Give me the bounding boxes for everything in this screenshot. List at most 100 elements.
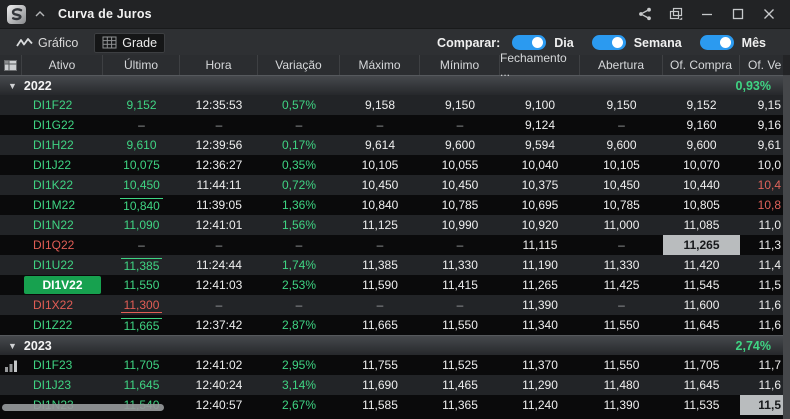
col-header-ultimo[interactable]: Último [103, 55, 180, 75]
cell-ativo[interactable]: DI1V22 [22, 275, 103, 295]
table-row[interactable]: DI1Z22 11,665 12:37:42 2,87% 11,665 11,550 11,… [0, 315, 783, 335]
cell-ativo[interactable]: DI1J22 [22, 155, 103, 175]
cell-hora: 11:39:05 [196, 198, 242, 212]
cell-ativo[interactable]: DI1F22 [22, 95, 103, 115]
row-indicator-cell [0, 135, 22, 155]
col-header-maximo[interactable]: Máximo [340, 55, 420, 75]
col-header-minimo[interactable]: Mínimo [420, 55, 500, 75]
toolbar: Gráfico Grade Comparar: Dia Semana Mê [0, 29, 790, 56]
row-indicator-cell [0, 355, 22, 375]
line-chart-icon [16, 37, 33, 49]
close-button[interactable] [758, 4, 780, 24]
cell-variacao: 2,67% [281, 398, 317, 412]
toggle-semana[interactable] [591, 35, 626, 50]
col-header-abertura[interactable]: Abertura [580, 55, 663, 75]
cell-ativo[interactable]: DI1Q22 [22, 235, 103, 255]
cell-of-venda: 9,15 [757, 98, 781, 112]
toggle-mes-label: Mês [741, 35, 766, 50]
cell-hora: 12:41:03 [195, 278, 243, 292]
table-row[interactable]: DI1Q22 – – – – – 11,115 – 11,265 11,3 [0, 235, 783, 255]
column-options-icon[interactable] [0, 55, 22, 75]
cell-minimo: 10,450 [441, 178, 479, 192]
col-header-of-venda[interactable]: Of. Ve [748, 58, 782, 72]
table-row[interactable]: DI1N2311,54012:40:572,67%11,58511,36511,… [0, 395, 783, 415]
cell-minimo: 11,415 [442, 278, 478, 292]
row-indicator-cell [0, 215, 22, 235]
horizontal-scrollbar[interactable] [2, 404, 164, 411]
toggle-knob [719, 37, 731, 48]
group-row-2023[interactable]: ▼ 2023 2,74% [0, 335, 783, 355]
cell-ativo[interactable]: DI1N22 [22, 215, 103, 235]
view-tabs: Gráfico Grade [0, 32, 166, 53]
toggle-knob [611, 37, 623, 48]
table-row[interactable]: DI1J22 10,075 12:36:27 0,35% 10,105 10,055 10,… [0, 155, 783, 175]
popout-icon[interactable] [665, 4, 687, 24]
cell-of-compra: 9,600 [686, 138, 717, 152]
cell-maximo: 11,755 [362, 358, 398, 372]
cell-ativo[interactable]: DI1K22 [22, 175, 103, 195]
table-row[interactable]: DI1U22 11,385 11:24:44 1,74% 11,385 11,330 11,… [0, 255, 783, 275]
cell-ativo[interactable]: DI1X22 [22, 295, 103, 315]
col-header-fechamento[interactable]: Fechamento ... [500, 51, 580, 79]
cell-ativo[interactable]: DI1Z22 [22, 315, 103, 335]
col-header-of-compra[interactable]: Of. Compra [663, 55, 740, 75]
cell-ultimo: 9,152 [126, 98, 157, 112]
table-row[interactable]: DI1X22 11,300 – – – – 11,390 – 11,600 11,6 [0, 295, 783, 315]
cell-variacao: 2,95% [281, 358, 317, 372]
table-row[interactable]: DI1F22 9,152 12:35:53 0,57% 9,158 9,150 9,100 9… [0, 95, 783, 115]
group-row-2022[interactable]: ▼ 2022 0,93% [0, 75, 783, 95]
cell-minimo: 9,600 [444, 138, 476, 152]
minimize-button[interactable] [696, 4, 718, 24]
cell-maximo: – [376, 298, 384, 312]
cell-hora: 12:41:01 [195, 218, 243, 232]
toggle-mes[interactable] [699, 35, 734, 50]
table-row[interactable]: DI1V22 11,550 12:41:03 2,53% 11,590 11,415 11,… [0, 275, 783, 295]
row-indicator-cell [0, 295, 22, 315]
cell-ativo[interactable]: DI1H22 [22, 135, 103, 155]
maximize-button[interactable] [727, 4, 749, 24]
table-body: ▼ 2022 0,93% DI1F22 9,152 12:35:53 0,57% 9,158 9… [0, 75, 783, 415]
cell-ativo[interactable]: DI1G22 [22, 115, 103, 135]
cell-maximo: 9,614 [364, 138, 396, 152]
collapse-chevron-icon[interactable] [34, 10, 46, 18]
cell-variacao: – [295, 238, 303, 252]
cell-ativo[interactable]: DI1M22 [22, 195, 103, 215]
table-row[interactable]: DI1J23 11,645 12:40:24 3,14% 11,690 11,465 11,… [0, 375, 783, 395]
tab-grafico[interactable]: Gráfico [8, 33, 86, 53]
table-row[interactable]: DI1F23 11,705 12:41:02 2,95% 11,755 11,525 11,… [0, 355, 783, 375]
tab-grade[interactable]: Grade [94, 32, 166, 53]
cell-of-compra: 11,545 [683, 278, 720, 292]
cell-minimo: 9,150 [444, 98, 476, 112]
cell-abertura: 11,550 [603, 358, 640, 372]
toggle-dia[interactable] [512, 35, 547, 50]
table-row[interactable]: DI1H22 9,610 12:39:56 0,17% 9,614 9,600 9,594 9… [0, 135, 783, 155]
cell-variacao: 0,17% [281, 138, 317, 152]
cell-variacao: 0,57% [281, 98, 317, 112]
ticker-label: DI1J22 [33, 158, 72, 172]
cell-maximo: – [376, 238, 384, 252]
row-indicator-cell [0, 175, 22, 195]
cell-of-compra: 11,645 [683, 378, 720, 392]
share-icon[interactable] [634, 4, 656, 24]
cell-ativo[interactable]: DI1F23 [22, 355, 103, 375]
col-header-variacao[interactable]: Variação [258, 55, 340, 75]
ticker-label: DI1Q22 [33, 238, 75, 252]
cell-ativo[interactable]: DI1J23 [22, 375, 103, 395]
table-row[interactable]: DI1K22 10,450 11:44:11 0,72% 10,450 10,450 10,… [0, 175, 783, 195]
cell-ativo[interactable]: DI1U22 [22, 255, 103, 275]
col-header-ativo[interactable]: Ativo [22, 55, 103, 75]
vertical-scrollbar-thumb[interactable] [783, 75, 790, 419]
cell-ultimo: 11,665 [103, 315, 180, 335]
cell-maximo: 11,690 [362, 378, 398, 392]
cell-variacao: 1,56% [281, 218, 317, 232]
table-row[interactable]: DI1N22 11,090 12:41:01 1,56% 11,125 10,990 10,… [0, 215, 783, 235]
vertical-scrollbar[interactable] [783, 55, 790, 419]
grid-header: Ativo Último Hora Variação Máximo Mínimo… [0, 51, 790, 79]
table-row[interactable]: DI1G22 – – – – – 9,124 – 9,160 9,16 [0, 115, 783, 135]
col-header-hora[interactable]: Hora [180, 55, 258, 75]
cell-ultimo: 9,610 [126, 138, 157, 152]
cell-of-venda: 11,5 [740, 395, 783, 415]
cell-minimo: – [456, 298, 464, 312]
table-row[interactable]: DI1M22 10,840 11:39:05 1,36% 10,840 10,785 10,… [0, 195, 783, 215]
row-indicator-cell [0, 155, 22, 175]
